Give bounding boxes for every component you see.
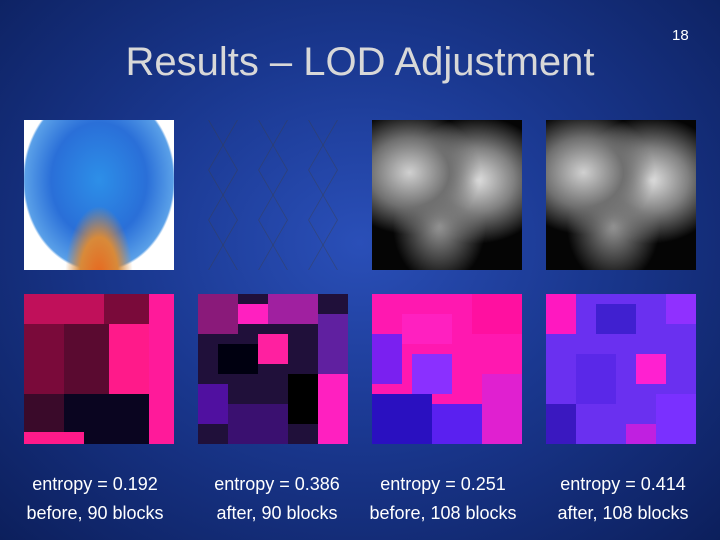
volume-render — [372, 120, 522, 270]
caption-line: entropy = 0.386 — [214, 474, 340, 494]
volume-render — [198, 120, 348, 270]
page-number: 18 — [672, 27, 689, 44]
block-map — [546, 294, 696, 444]
caption-line: after, 108 blocks — [557, 503, 689, 523]
caption-line: before, 90 blocks — [26, 503, 164, 523]
block-map — [24, 294, 174, 444]
volume-render — [24, 120, 174, 270]
block-map — [198, 294, 348, 444]
volume-render — [546, 120, 696, 270]
caption-line: entropy = 0.414 — [560, 474, 686, 494]
slide-title: Results – LOD Adjustment — [125, 40, 595, 84]
caption-line: after, 90 blocks — [216, 503, 338, 523]
caption-line: before, 108 blocks — [369, 503, 517, 523]
caption-line: entropy = 0.251 — [380, 474, 506, 494]
block-map — [372, 294, 522, 444]
caption-line: entropy = 0.192 — [32, 474, 158, 494]
